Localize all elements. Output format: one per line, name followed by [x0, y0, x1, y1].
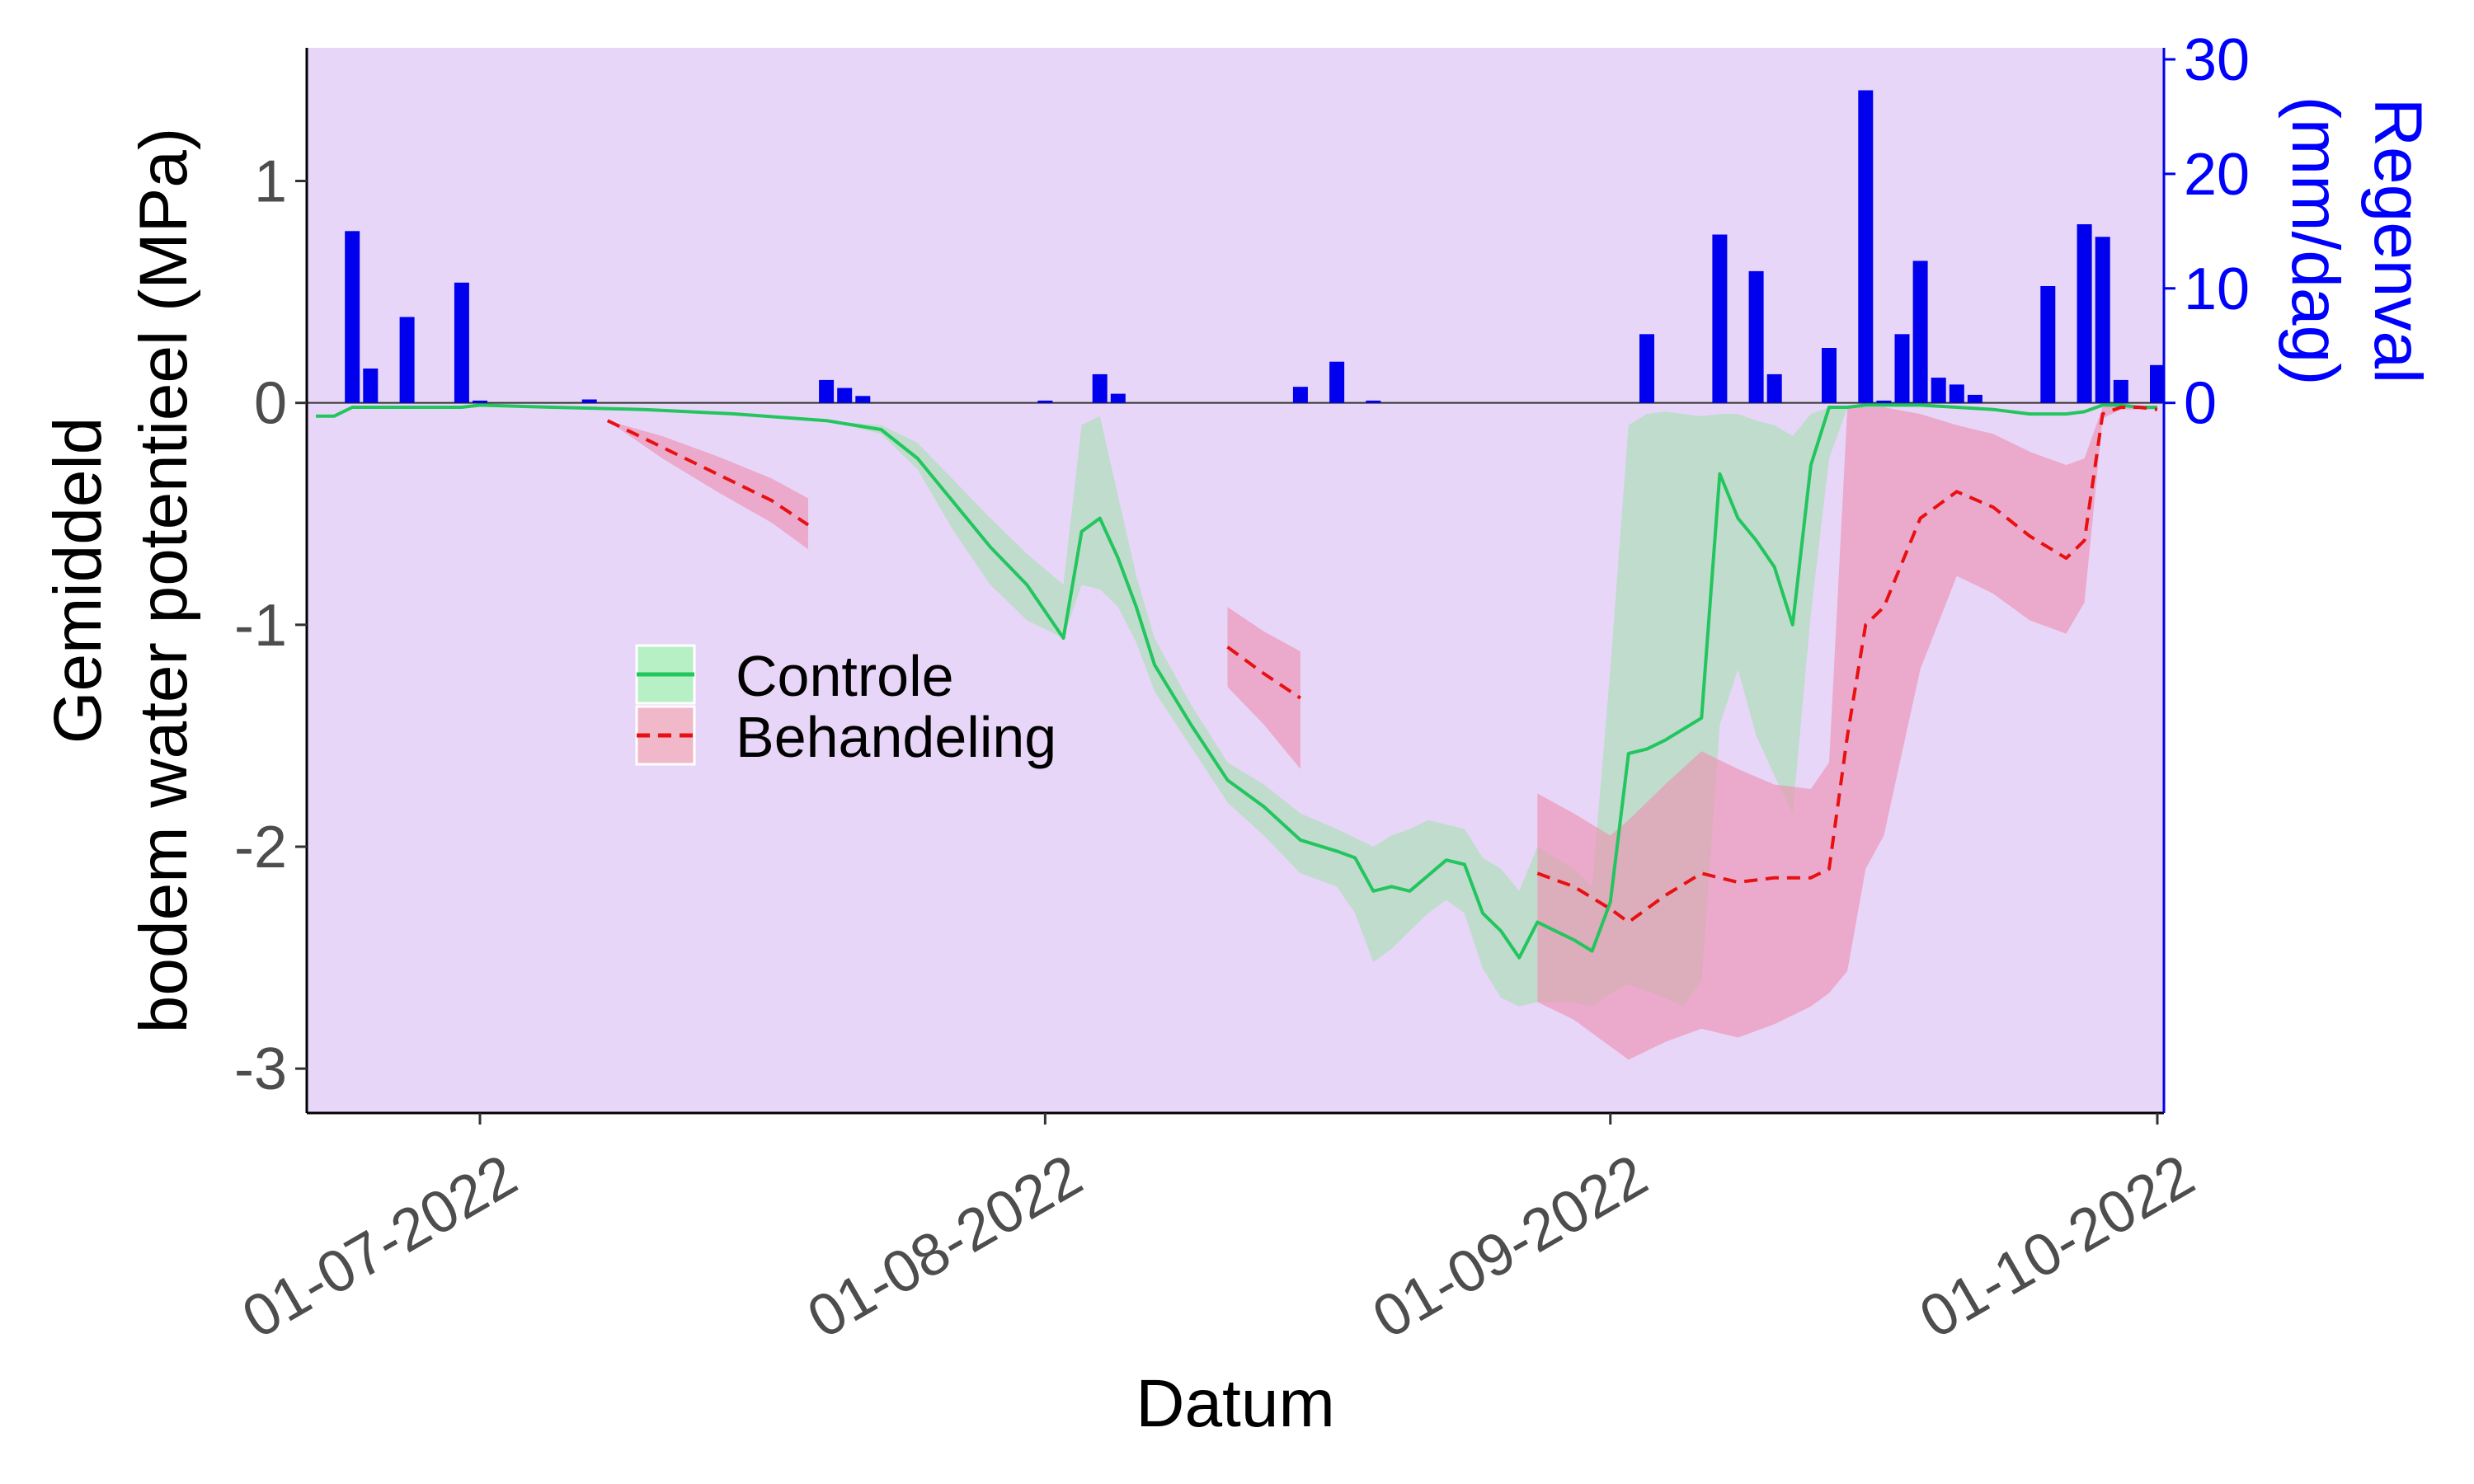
rain-bars — [345, 90, 2165, 403]
y2-axis-ticks: 0 10 20 30 — [2164, 27, 2250, 437]
y2-axis-title-line-2: (mm/dag) — [2278, 96, 2353, 386]
rain-bar-24 — [1931, 378, 1946, 403]
rain-bar-17 — [1748, 270, 1764, 403]
rain-bar-2 — [399, 317, 415, 403]
line-behandeling-1 — [1226, 646, 1302, 700]
band-behandeling-0 — [607, 420, 808, 550]
rain-bar-28 — [2077, 224, 2092, 403]
legend: Controle Behandeling — [635, 644, 1056, 769]
y-tick-label-3: -2 — [234, 815, 287, 881]
rain-bar-19 — [1822, 348, 1837, 403]
y2-tick-label-3: 30 — [2184, 27, 2250, 93]
rain-bar-20 — [1858, 90, 1874, 403]
rain-bar-7 — [837, 387, 853, 403]
rain-bar-9 — [1037, 400, 1053, 403]
x-axis-title: Datum — [1136, 1366, 1335, 1441]
x-axis-ticks: 01-07-2022 01-08-2022 01-09-2022 01-10-2022 — [232, 1113, 2205, 1351]
rain-bar-21 — [1876, 400, 1892, 403]
band-behandeling-1 — [1227, 607, 1300, 769]
y-axis-title-line-2: bodem water potentieel (MPa) — [126, 128, 201, 1033]
line-behandeling-0 — [606, 419, 810, 527]
rain-bar-31 — [2150, 364, 2165, 403]
rain-bar-5 — [581, 399, 597, 403]
rain-bar-0 — [345, 231, 360, 403]
x-tick-label-2: 01-09-2022 — [1362, 1142, 1658, 1350]
y-tick-label-0: 1 — [254, 149, 287, 215]
rain-bar-27 — [2040, 286, 2056, 403]
legend-label-behandeling: Behandeling — [736, 705, 1056, 769]
y2-tick-label-1: 10 — [2184, 256, 2250, 322]
legend-label-controle: Controle — [736, 644, 954, 708]
rain-bar-3 — [454, 282, 469, 403]
rain-bar-30 — [2113, 379, 2128, 403]
y-axis-title-line-1: Gemiddeld — [40, 417, 115, 744]
rain-bar-1 — [363, 369, 379, 403]
rain-bar-26 — [1967, 394, 1982, 403]
rain-bar-23 — [1912, 261, 1928, 403]
y-tick-label-2: -1 — [234, 593, 287, 659]
series-lines — [316, 403, 2158, 960]
rain-bar-12 — [1292, 387, 1308, 403]
rain-bar-15 — [1639, 334, 1654, 403]
x-tick-label-3: 01-10-2022 — [1909, 1142, 2205, 1350]
y-tick-label-1: 0 — [254, 371, 287, 437]
rain-bar-6 — [819, 379, 835, 403]
rain-bar-8 — [855, 396, 871, 403]
y2-tick-label-0: 0 — [2184, 371, 2217, 437]
x-tick-label-1: 01-08-2022 — [797, 1142, 1093, 1350]
rain-bar-14 — [1366, 400, 1381, 403]
rain-bar-22 — [1894, 334, 1910, 403]
rain-bar-18 — [1766, 373, 1782, 403]
rain-bar-25 — [1949, 384, 1964, 403]
rain-bar-10 — [1092, 373, 1108, 403]
rain-bar-13 — [1329, 361, 1345, 403]
rain-bar-16 — [1712, 234, 1728, 403]
line-controle-0 — [316, 403, 2157, 960]
y2-tick-label-2: 20 — [2184, 142, 2250, 208]
rain-bar-11 — [1110, 393, 1126, 403]
line-behandeling-2 — [1536, 406, 2158, 924]
rain-bar-4 — [473, 400, 487, 403]
rain-bar-29 — [2095, 237, 2110, 403]
x-tick-label-0: 01-07-2022 — [232, 1142, 528, 1350]
y-tick-label-4: -3 — [234, 1036, 287, 1102]
y-axis-ticks: 1 0 -1 -2 -3 — [234, 149, 307, 1102]
y2-axis-title-line-1: Regenval — [2360, 98, 2435, 383]
